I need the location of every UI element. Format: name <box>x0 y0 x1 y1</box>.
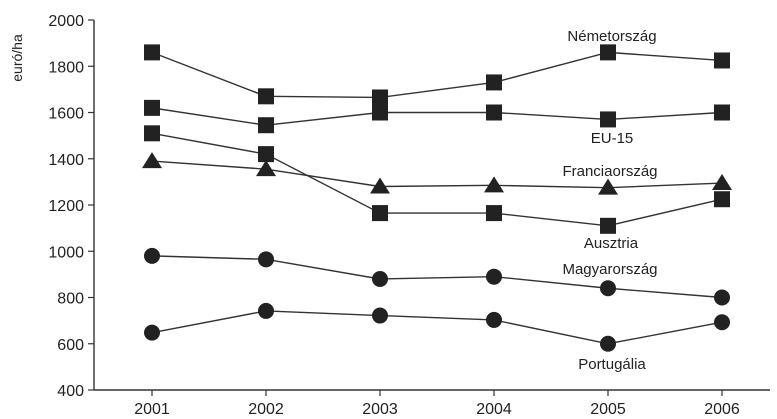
square-marker <box>486 74 502 90</box>
series-label: Ausztria <box>584 235 639 252</box>
square-marker <box>714 52 730 68</box>
series-label: Magyarország <box>562 261 657 278</box>
y-tick-group: 400 600 800 1000 1200 1400 1600 1800 2000 <box>48 13 94 400</box>
triangle-marker <box>484 176 504 192</box>
square-marker <box>600 44 616 60</box>
square-marker <box>486 105 502 121</box>
y-tick-label: 600 <box>57 337 84 354</box>
series-line <box>152 108 722 125</box>
square-marker <box>372 89 388 105</box>
square-marker <box>258 146 274 162</box>
series-label: EU-15 <box>591 130 634 147</box>
y-tick-label: 1000 <box>48 244 84 261</box>
square-marker <box>144 100 160 116</box>
square-marker <box>258 88 274 104</box>
square-marker <box>144 44 160 60</box>
circle-marker <box>258 303 274 319</box>
square-marker <box>372 105 388 121</box>
triangle-marker <box>712 174 732 190</box>
circle-marker <box>144 248 160 264</box>
series-eu-15: EU-15 <box>144 100 730 147</box>
x-tick-group: 2001 2002 2003 2004 2005 2006 <box>134 390 740 418</box>
series-label: Portugália <box>578 356 646 373</box>
circle-marker <box>372 308 388 324</box>
x-tick-label: 2001 <box>134 401 170 418</box>
y-tick-label: 1200 <box>48 198 84 215</box>
series-label: Németország <box>567 28 656 45</box>
series-portugália: Portugália <box>144 303 730 373</box>
square-marker <box>372 205 388 221</box>
x-tick-label: 2003 <box>362 401 398 418</box>
triangle-marker <box>598 179 618 195</box>
square-marker <box>714 105 730 121</box>
x-axis: 2001 2002 2003 2004 2005 2006 <box>94 390 770 418</box>
y-tick-label: 2000 <box>48 13 84 30</box>
circle-marker <box>372 271 388 287</box>
square-marker <box>258 117 274 133</box>
series-németország: Németország <box>144 28 730 105</box>
circle-marker <box>714 290 730 306</box>
x-tick-label: 2006 <box>704 401 740 418</box>
y-axis: 400 600 800 1000 1200 1400 1600 1800 2000 euró/h… <box>9 13 94 400</box>
series-line <box>152 52 722 97</box>
series-magyarország: Magyarország <box>144 248 730 306</box>
triangle-marker <box>142 152 162 168</box>
circle-marker <box>600 280 616 296</box>
square-marker <box>486 205 502 221</box>
x-tick-label: 2002 <box>248 401 284 418</box>
circle-marker <box>714 314 730 330</box>
y-tick-label: 800 <box>57 291 84 308</box>
y-axis-title: euró/ha <box>9 34 25 82</box>
y-tick-label: 1800 <box>48 59 84 76</box>
circle-marker <box>258 251 274 267</box>
square-marker <box>714 191 730 207</box>
series-label: Franciaország <box>562 163 657 180</box>
plot-area: Németország EU-15 Franciaország Ausztria Mag… <box>142 28 732 373</box>
y-tick-label: 1400 <box>48 152 84 169</box>
circle-marker <box>144 325 160 341</box>
series-line <box>152 311 722 344</box>
circle-marker <box>600 336 616 352</box>
square-marker <box>144 125 160 141</box>
square-marker <box>600 218 616 234</box>
circle-marker <box>486 269 502 285</box>
square-marker <box>600 111 616 127</box>
y-tick-label: 400 <box>57 383 84 400</box>
series-franciaország: Franciaország <box>142 152 732 195</box>
x-tick-label: 2004 <box>476 401 512 418</box>
series-ausztria: Ausztria <box>144 125 730 252</box>
x-tick-label: 2005 <box>590 401 626 418</box>
y-tick-label: 1600 <box>48 106 84 123</box>
circle-marker <box>486 312 502 328</box>
